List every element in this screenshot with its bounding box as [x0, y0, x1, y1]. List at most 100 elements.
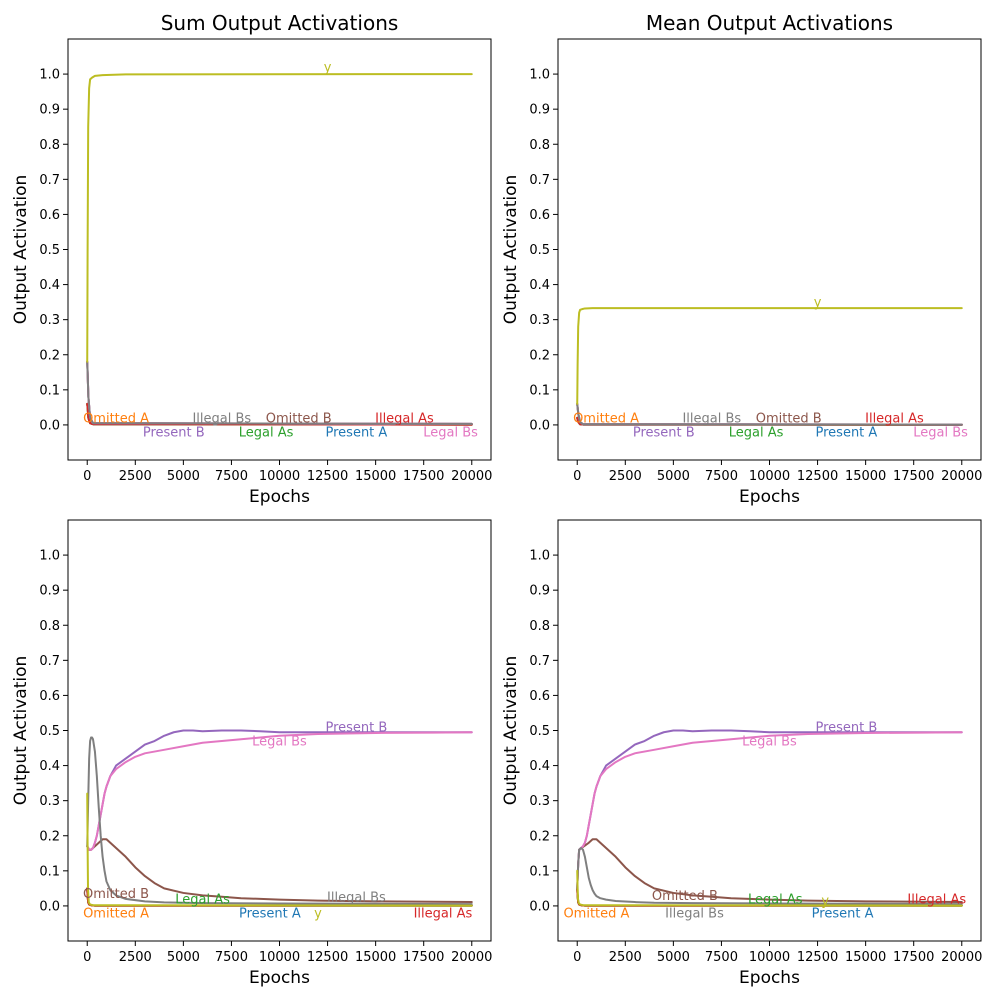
x-tick-label: 17500 [893, 950, 934, 965]
x-tick-label: 0 [573, 950, 581, 965]
plot-frame [557, 38, 982, 461]
y-tick-label: 0.5 [529, 243, 550, 258]
y-tick-label: 0.2 [529, 829, 550, 844]
y-tick-label: 0.9 [529, 103, 550, 118]
x-axis-label: Epochs [739, 968, 800, 988]
y-tick-label: 0.9 [529, 584, 550, 599]
y-tick-label: 0.3 [529, 313, 550, 328]
x-tick-label: 15000 [355, 469, 396, 484]
annotation-present-a: Present A [816, 425, 878, 440]
chart-panel-4: 0 2500 5000 7500 10000 12500 15000 17500 20000 0.… [501, 519, 982, 988]
series-lines [576, 729, 963, 907]
annotation-legal-bs: Legal Bs [423, 425, 478, 440]
y-axis-label: Output Activation [11, 656, 31, 806]
chart-title: Mean Output Activations [646, 11, 893, 35]
annotation-illegal-as: Illegal As [865, 411, 924, 426]
series-lines [576, 307, 963, 426]
annotation-legal-as: Legal As [175, 892, 230, 907]
y-tick-label: 0.5 [39, 243, 60, 258]
chart-panel-2: 0 2500 5000 7500 10000 12500 15000 17500 20000 0.… [501, 11, 982, 507]
x-tick-label: 2500 [119, 469, 152, 484]
annotation-present-a: Present A [812, 906, 874, 921]
series-line-legal-bs [576, 731, 963, 890]
y-tick-label: 1.0 [529, 549, 550, 564]
y-tick-label: 0.2 [529, 348, 550, 363]
annotation-illegal-bs: Illegal Bs [682, 411, 741, 426]
y-tick-label: 0.2 [39, 829, 60, 844]
x-axis-label: Epochs [739, 487, 800, 507]
y-tick-label: 0.5 [529, 724, 550, 739]
y-tick-label: 0.1 [39, 864, 60, 879]
x-tick-label: 12500 [307, 469, 348, 484]
y-tick-label: 0.5 [39, 724, 60, 739]
plot-frame [67, 38, 492, 461]
chart-panel-1: 0 2500 5000 7500 10000 12500 15000 17500 20000 0.… [11, 11, 492, 507]
annotation-omitted-b: Omitted B [266, 411, 332, 426]
x-axis-label: Epochs [249, 487, 310, 507]
y-tick-label: 0.1 [529, 383, 550, 398]
x-tick-label: 2500 [609, 469, 642, 484]
x-tick-label: 5000 [657, 469, 690, 484]
annotation-present-a: Present A [239, 906, 301, 921]
series-line-y [86, 792, 473, 907]
x-tick-label: 5000 [167, 469, 200, 484]
x-tick-label: 7500 [215, 950, 248, 965]
x-tick-label: 12500 [797, 469, 838, 484]
x-tick-label: 0 [573, 469, 581, 484]
annotation-omitted-a: Omitted A [573, 411, 639, 426]
series-line-illegal-bs [86, 736, 473, 906]
x-tick-label: 10000 [259, 950, 300, 965]
y-tick-label: 0.6 [39, 208, 60, 223]
annotation-omitted-b: Omitted B [756, 411, 822, 426]
annotation-legal-as: Legal As [729, 425, 784, 440]
y-tick-label: 0.9 [39, 103, 60, 118]
y-tick-label: 0.4 [529, 278, 550, 293]
annotation-present-b: Present B [633, 425, 695, 440]
x-tick-label: 20000 [941, 469, 982, 484]
annotation-illegal-as: Illegal As [907, 892, 966, 907]
y-tick-label: 0.6 [39, 689, 60, 704]
y-tick-label: 0.3 [39, 794, 60, 809]
y-tick-label: 0.8 [39, 619, 60, 634]
annotation-illegal-bs: Illegal Bs [665, 906, 724, 921]
y-tick-label: 0.7 [529, 173, 550, 188]
y-tick-label: 1.0 [529, 68, 550, 83]
y-tick-label: 1.0 [39, 68, 60, 83]
annotation-illegal-as: Illegal As [375, 411, 434, 426]
annotation-omitted-a: Omitted A [83, 906, 149, 921]
y-axis-label: Output Activation [11, 175, 31, 325]
annotation-legal-bs: Legal Bs [252, 735, 307, 750]
y-tick-label: 0.0 [529, 899, 550, 914]
series-line-y [576, 869, 963, 907]
x-tick-label: 15000 [355, 950, 396, 965]
x-tick-label: 17500 [403, 469, 444, 484]
annotation-omitted-b: Omitted B [652, 889, 718, 904]
plot-frame [67, 519, 492, 942]
y-tick-label: 0.8 [529, 619, 550, 634]
series-line-illegal-bs [576, 402, 963, 426]
x-tick-label: 10000 [259, 469, 300, 484]
series-lines [86, 73, 473, 426]
x-tick-label: 5000 [657, 950, 690, 965]
series-lines [86, 729, 473, 907]
x-tick-label: 15000 [845, 950, 886, 965]
y-tick-label: 0.3 [39, 313, 60, 328]
x-tick-label: 10000 [749, 469, 790, 484]
y-tick-label: 0.4 [39, 759, 60, 774]
y-tick-label: 0.7 [529, 654, 550, 669]
x-tick-label: 7500 [705, 469, 738, 484]
annotation-y: y [324, 61, 332, 76]
y-tick-label: 0.3 [529, 794, 550, 809]
y-tick-label: 0.8 [529, 138, 550, 153]
annotation-legal-as: Legal As [239, 425, 294, 440]
annotation-illegal-as: Illegal As [414, 906, 473, 921]
y-tick-label: 0.1 [529, 864, 550, 879]
y-tick-label: 0.0 [39, 899, 60, 914]
y-axis-label: Output Activation [501, 175, 521, 325]
x-tick-label: 15000 [845, 469, 886, 484]
series-line-y [576, 307, 963, 405]
annotation-y: y [814, 296, 822, 311]
y-tick-label: 0.0 [529, 418, 550, 433]
annotation-present-b: Present B [325, 720, 387, 735]
series-line-illegal-bs [86, 360, 473, 425]
